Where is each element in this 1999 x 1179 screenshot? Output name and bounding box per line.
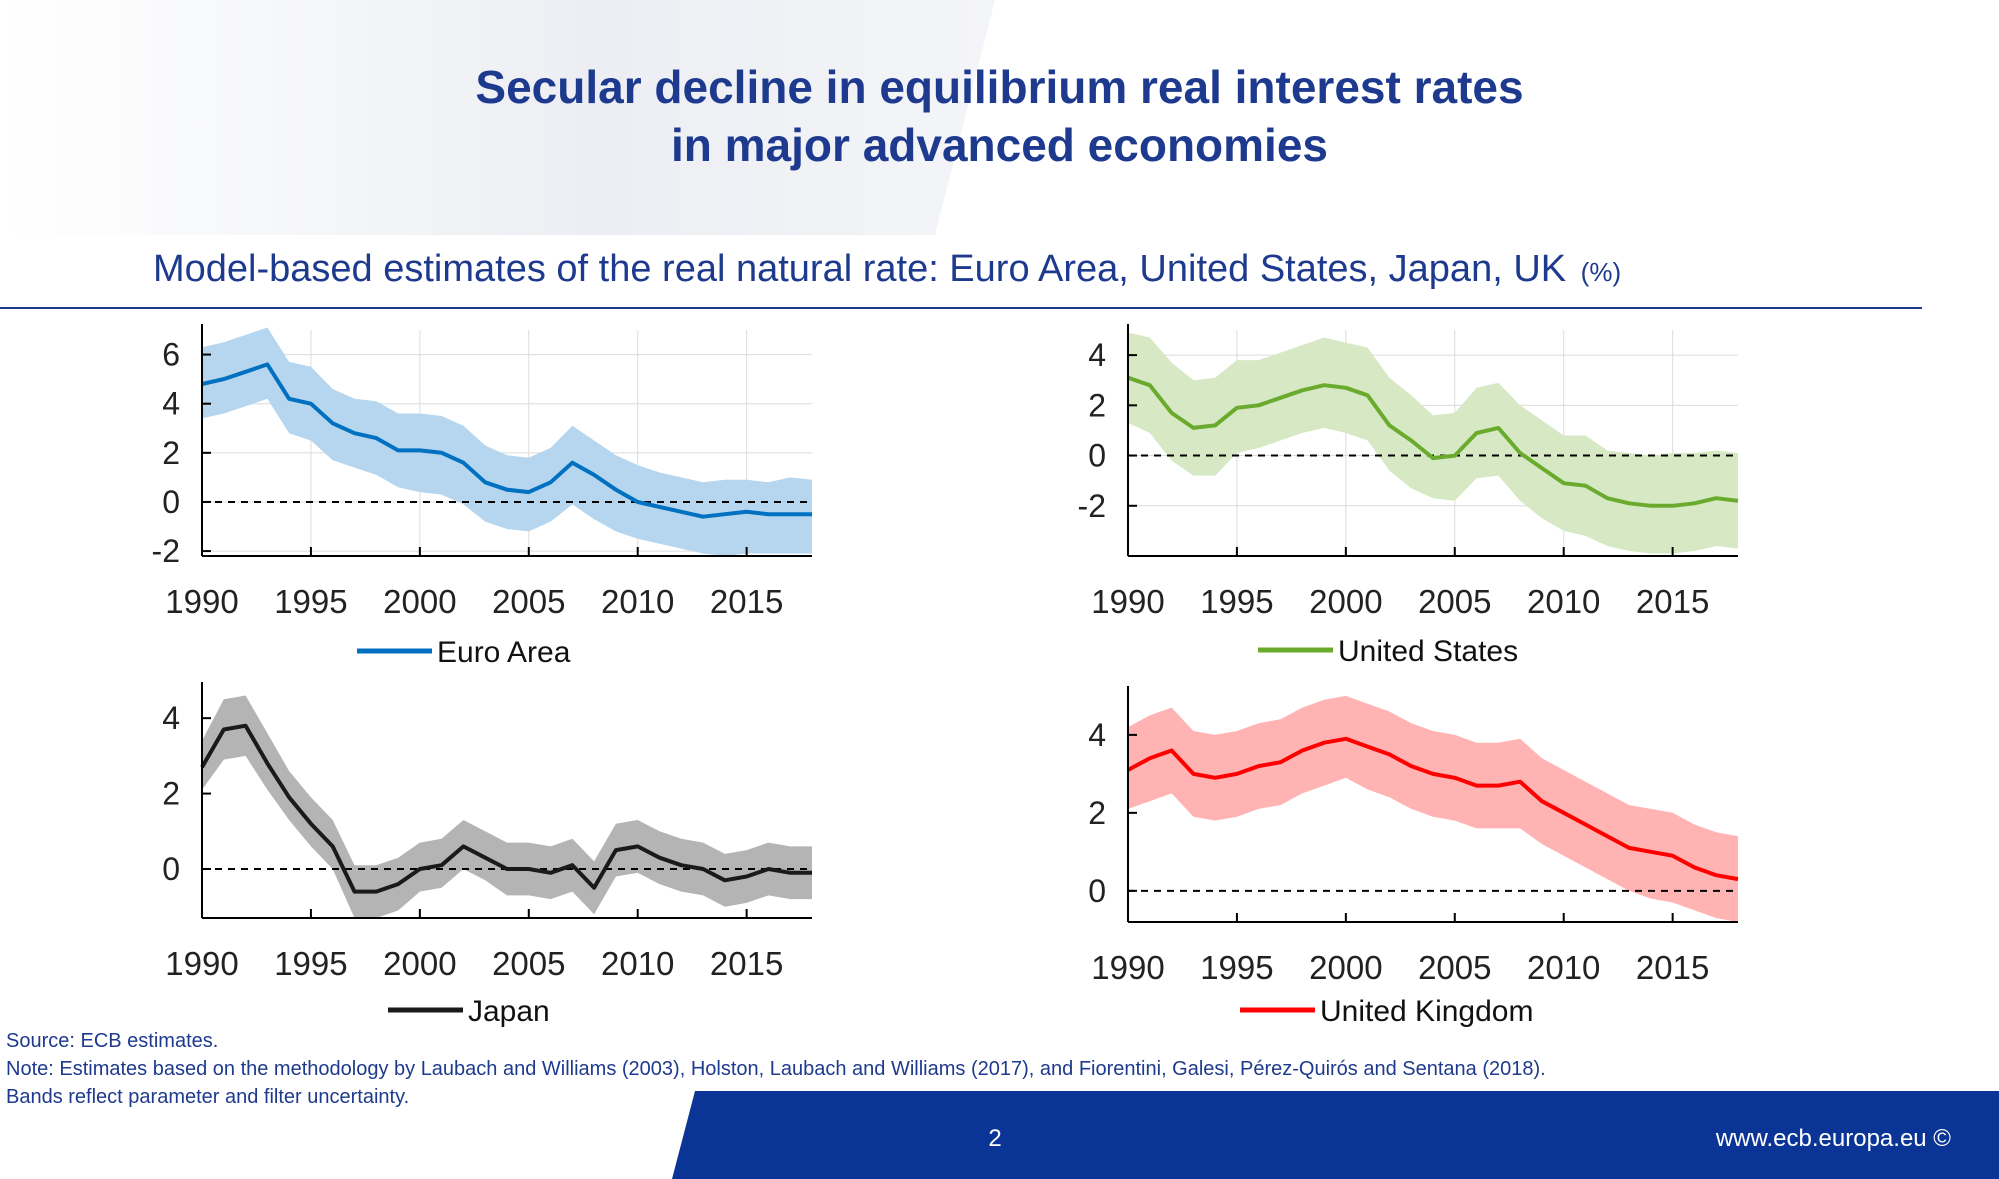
chart-panel-top-left: 1990 1995 2000 2005 2010 2015 -2 0 2 4 6 Euro Area xyxy=(152,324,812,669)
uncertainty-band xyxy=(202,695,812,918)
x-tick-label: 2015 xyxy=(710,945,783,982)
x-tick-label: 2005 xyxy=(1418,583,1491,620)
uncertainty-band xyxy=(1128,332,1738,554)
subtitle-text: Model-based estimates of the real natura… xyxy=(153,248,1567,290)
x-tick-label: 2005 xyxy=(492,583,565,620)
series-line xyxy=(201,362,812,519)
x-tick-label: 2000 xyxy=(1309,583,1382,620)
chart-subtitle: Model-based estimates of the real natura… xyxy=(153,248,1621,291)
x-tick-label: 2015 xyxy=(1636,583,1709,620)
y-tick-label: 0 xyxy=(1088,873,1106,909)
x-tick-label: 2005 xyxy=(1418,949,1491,986)
chart-panel-top-right: 1990 1995 2000 2005 2010 2015 -2 0 2 4 United Stat… xyxy=(1078,324,1739,668)
y-tick-label: 2 xyxy=(1088,387,1106,423)
x-tick-label: 2000 xyxy=(1309,949,1382,986)
legend-label: Euro Area xyxy=(437,636,571,669)
x-tick-label: 1995 xyxy=(274,583,347,620)
y-tick-label: 4 xyxy=(1088,717,1106,753)
footer-bar xyxy=(672,1091,1999,1179)
y-tick-label: -2 xyxy=(152,533,180,569)
y-tick-label: 2 xyxy=(162,435,180,471)
y-tick-label: 4 xyxy=(162,700,180,736)
x-tick-label: 1995 xyxy=(1200,949,1273,986)
x-tick-label: 2015 xyxy=(1636,949,1709,986)
x-tick-label: 2000 xyxy=(383,945,456,982)
x-tick-label: 1990 xyxy=(1091,949,1164,986)
page-title-line-1: Secular decline in equilibrium real inte… xyxy=(475,61,1524,113)
footer-url[interactable]: www.ecb.europa.eu © xyxy=(1715,1125,1951,1152)
y-tick-label: 0 xyxy=(162,484,180,520)
x-tick-label: 1995 xyxy=(1200,583,1273,620)
subtitle-unit: (%) xyxy=(1580,257,1622,287)
y-tick-label: 0 xyxy=(162,851,180,887)
x-tick-label: 2000 xyxy=(383,583,456,620)
legend-label: United States xyxy=(1338,635,1518,668)
y-tick-label: 2 xyxy=(162,776,180,812)
subtitle-rule xyxy=(0,307,1922,309)
methodology-note: Note: Estimates based on the methodology… xyxy=(6,1058,1546,1080)
y-tick-label: 2 xyxy=(1088,795,1106,831)
x-tick-label: 2010 xyxy=(601,945,674,982)
x-tick-label: 2015 xyxy=(710,583,783,620)
header-decoration xyxy=(0,0,995,235)
x-tick-label: 2010 xyxy=(601,583,674,620)
y-tick-label: 4 xyxy=(1088,337,1106,373)
series-line xyxy=(1127,736,1739,882)
y-tick-label: 0 xyxy=(1088,438,1106,474)
uncertainty-band xyxy=(202,327,812,556)
x-tick-label: 1990 xyxy=(165,945,238,982)
series-line xyxy=(200,723,812,894)
series-line xyxy=(1127,375,1739,508)
page-title-line-2: in major advanced economies xyxy=(670,119,1328,171)
x-tick-label: 1990 xyxy=(1091,583,1164,620)
y-tick-label: 4 xyxy=(162,386,180,422)
band-note: Bands reflect parameter and filter uncer… xyxy=(6,1086,410,1108)
x-tick-label: 1995 xyxy=(274,945,347,982)
legend-label: United Kingdom xyxy=(1320,995,1533,1028)
y-tick-label: 6 xyxy=(162,337,180,373)
source-note: Source: ECB estimates. xyxy=(6,1030,219,1052)
page-number: 2 xyxy=(988,1125,1002,1152)
legend-label: Japan xyxy=(468,995,550,1028)
y-tick-label: -2 xyxy=(1078,488,1106,524)
chart-panel-bottom-right: 1990 1995 2000 2005 2010 2015 0 2 4 United Kingdo… xyxy=(1088,686,1739,1028)
x-tick-label: 2005 xyxy=(492,945,565,982)
x-tick-label: 1990 xyxy=(165,583,238,620)
chart-panel-bottom-left: 1990 1995 2000 2005 2010 2015 0 2 4 Japan xyxy=(162,682,812,1028)
x-tick-label: 2010 xyxy=(1527,583,1600,620)
x-tick-label: 2010 xyxy=(1527,949,1600,986)
uncertainty-band xyxy=(1128,695,1738,922)
